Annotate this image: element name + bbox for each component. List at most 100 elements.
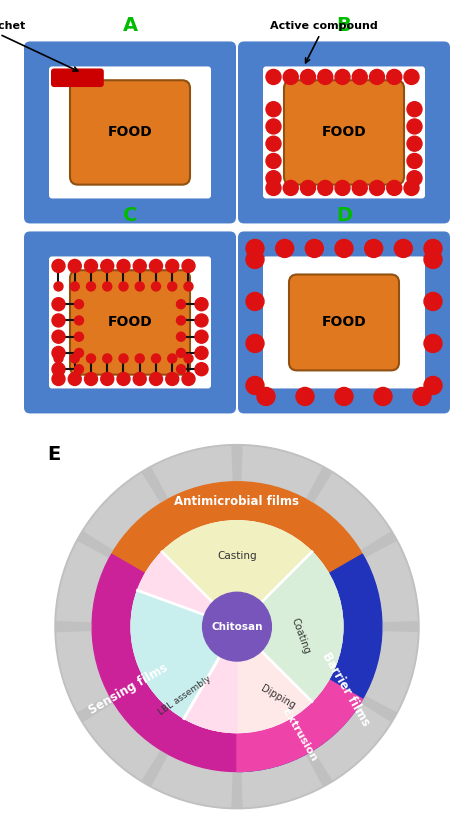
FancyBboxPatch shape <box>238 232 450 413</box>
Wedge shape <box>84 704 160 779</box>
Circle shape <box>74 316 83 325</box>
Circle shape <box>54 282 63 291</box>
Circle shape <box>301 70 316 85</box>
Circle shape <box>52 260 65 272</box>
Circle shape <box>424 377 442 394</box>
Circle shape <box>103 282 112 291</box>
FancyBboxPatch shape <box>49 66 211 198</box>
Circle shape <box>370 180 384 195</box>
Wedge shape <box>111 481 363 574</box>
Text: FOOD: FOOD <box>322 315 366 330</box>
Circle shape <box>246 292 264 310</box>
Circle shape <box>266 70 281 85</box>
Circle shape <box>54 354 63 363</box>
Circle shape <box>195 363 208 376</box>
Text: FOOD: FOOD <box>322 125 366 139</box>
Circle shape <box>117 373 130 385</box>
Circle shape <box>407 102 422 117</box>
Wedge shape <box>242 447 321 499</box>
Circle shape <box>166 373 179 385</box>
Circle shape <box>387 180 402 195</box>
Circle shape <box>352 180 367 195</box>
FancyBboxPatch shape <box>238 42 450 223</box>
Circle shape <box>195 298 208 310</box>
Text: Coating: Coating <box>289 617 311 656</box>
Circle shape <box>195 330 208 343</box>
Circle shape <box>168 282 177 291</box>
Text: FOOD: FOOD <box>108 315 152 330</box>
Wedge shape <box>153 754 232 807</box>
Circle shape <box>70 282 79 291</box>
Circle shape <box>246 334 264 353</box>
Circle shape <box>176 349 185 358</box>
Wedge shape <box>365 542 417 622</box>
Text: Barrier films: Barrier films <box>319 650 372 729</box>
Wedge shape <box>237 552 343 701</box>
Circle shape <box>266 171 281 186</box>
FancyBboxPatch shape <box>49 256 211 388</box>
Text: E: E <box>47 445 61 464</box>
Circle shape <box>74 349 83 358</box>
Wedge shape <box>184 627 237 733</box>
Circle shape <box>305 239 323 257</box>
FancyBboxPatch shape <box>24 42 236 223</box>
Circle shape <box>424 251 442 268</box>
Circle shape <box>152 282 161 291</box>
Text: B: B <box>337 17 351 36</box>
Wedge shape <box>365 632 417 711</box>
Circle shape <box>424 334 442 353</box>
Circle shape <box>103 354 112 363</box>
Circle shape <box>266 136 281 151</box>
Text: D: D <box>336 207 352 226</box>
Circle shape <box>404 70 419 85</box>
Circle shape <box>370 70 384 85</box>
Text: Antimicrobial films: Antimicrobial films <box>174 495 300 508</box>
Text: Extrusion: Extrusion <box>281 707 319 764</box>
Circle shape <box>404 180 419 195</box>
Circle shape <box>74 364 83 374</box>
Circle shape <box>318 70 333 85</box>
Wedge shape <box>242 754 321 807</box>
Circle shape <box>407 119 422 134</box>
Circle shape <box>182 373 195 385</box>
Text: Sensing films: Sensing films <box>87 662 170 717</box>
Circle shape <box>133 260 146 272</box>
Circle shape <box>176 300 185 309</box>
Circle shape <box>266 119 281 134</box>
FancyBboxPatch shape <box>263 66 425 198</box>
Circle shape <box>74 300 83 309</box>
Wedge shape <box>131 590 237 718</box>
Text: C: C <box>123 207 137 226</box>
Circle shape <box>335 70 350 85</box>
Text: Active sachet: Active sachet <box>0 22 78 71</box>
Circle shape <box>135 354 144 363</box>
Wedge shape <box>92 554 237 772</box>
Circle shape <box>424 239 442 257</box>
Circle shape <box>149 260 163 272</box>
Circle shape <box>283 70 298 85</box>
Wedge shape <box>237 680 363 772</box>
Circle shape <box>195 314 208 327</box>
Circle shape <box>184 282 193 291</box>
Text: FOOD: FOOD <box>108 125 152 139</box>
Circle shape <box>166 260 179 272</box>
Circle shape <box>149 373 163 385</box>
Circle shape <box>168 354 177 363</box>
Circle shape <box>176 364 185 374</box>
Circle shape <box>101 373 114 385</box>
Circle shape <box>335 180 350 195</box>
Circle shape <box>335 388 353 405</box>
Circle shape <box>407 154 422 168</box>
Circle shape <box>335 239 353 257</box>
FancyBboxPatch shape <box>289 275 399 370</box>
Text: A: A <box>122 17 137 36</box>
Circle shape <box>52 373 65 385</box>
Circle shape <box>266 154 281 168</box>
Circle shape <box>84 373 98 385</box>
Circle shape <box>119 354 128 363</box>
Circle shape <box>135 282 144 291</box>
Circle shape <box>257 388 275 405</box>
Wedge shape <box>84 474 160 549</box>
Circle shape <box>246 377 264 394</box>
Circle shape <box>176 316 185 325</box>
